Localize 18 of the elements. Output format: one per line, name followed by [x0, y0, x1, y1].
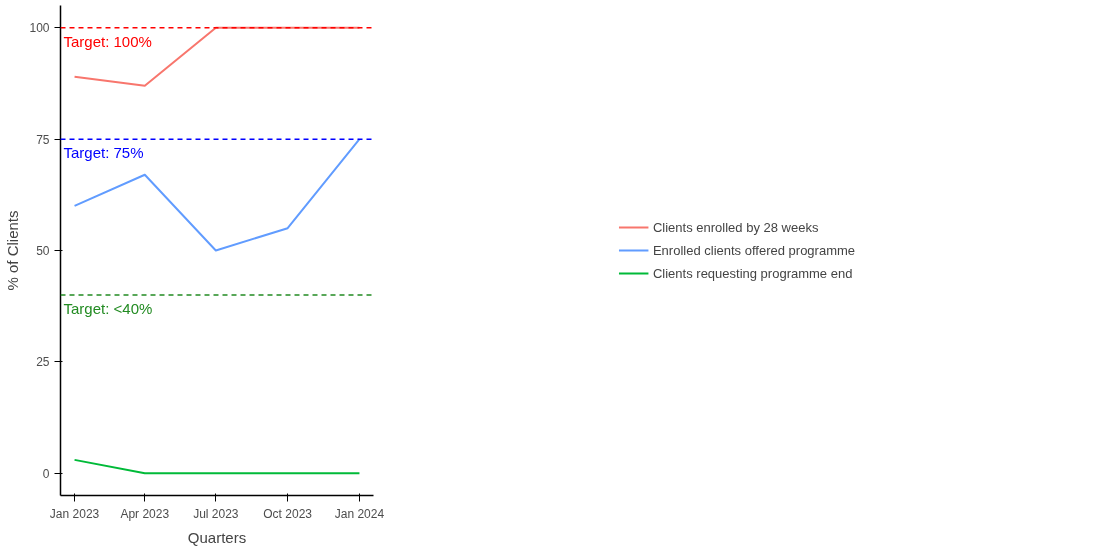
legend-label: Clients enrolled by 28 weeks: [652, 219, 819, 235]
x-tick-label: Jul 2023: [193, 506, 239, 521]
y-axis-title: % of Clients: [4, 210, 22, 291]
y-tick-label: 25: [36, 355, 50, 370]
ref-line-label: Target: <40%: [63, 300, 153, 318]
legend-label: Enrolled clients offered programme: [652, 242, 856, 258]
y-tick-label: 75: [36, 132, 50, 147]
x-tick-label: Jan 2024: [334, 506, 385, 521]
ref-line-label: Target: 100%: [63, 32, 152, 50]
y-tick-label: 50: [36, 244, 50, 258]
y-tick-label: 100: [29, 21, 50, 36]
x-axis-title: Quarters: [187, 528, 247, 546]
legend-label: Clients requesting programme end: [652, 265, 853, 281]
x-tick-label: Jan 2023: [49, 506, 100, 521]
x-tick-label: Oct 2023: [263, 506, 313, 521]
x-tick-label: Apr 2023: [120, 506, 170, 521]
y-tick-label: 0: [42, 466, 50, 481]
ref-line-label: Target: 75%: [63, 144, 144, 162]
